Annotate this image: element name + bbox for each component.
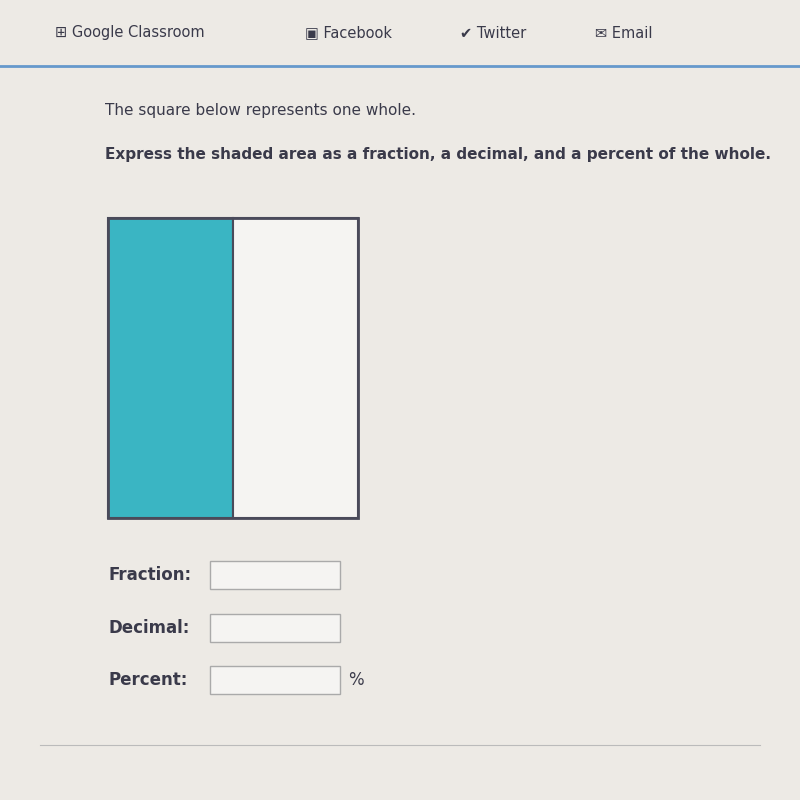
Text: ▣ Facebook: ▣ Facebook [305,26,392,41]
Text: Fraction:: Fraction: [108,566,191,584]
Text: Express the shaded area as a fraction, a decimal, and a percent of the whole.: Express the shaded area as a fraction, a… [105,147,771,162]
Text: Decimal:: Decimal: [108,619,190,637]
Bar [233,218,358,518]
FancyBboxPatch shape [210,561,340,589]
Text: ✉ Email: ✉ Email [595,26,653,41]
Text: %: % [348,671,364,689]
Text: Percent:: Percent: [108,671,187,689]
Text: ⊞ Google Classroom: ⊞ Google Classroom [55,26,205,41]
Bar [108,218,233,518]
Text: The square below represents one whole.: The square below represents one whole. [105,102,416,118]
FancyBboxPatch shape [210,614,340,642]
Bar [108,218,358,518]
Text: ✔ Twitter: ✔ Twitter [460,26,526,41]
FancyBboxPatch shape [210,666,340,694]
